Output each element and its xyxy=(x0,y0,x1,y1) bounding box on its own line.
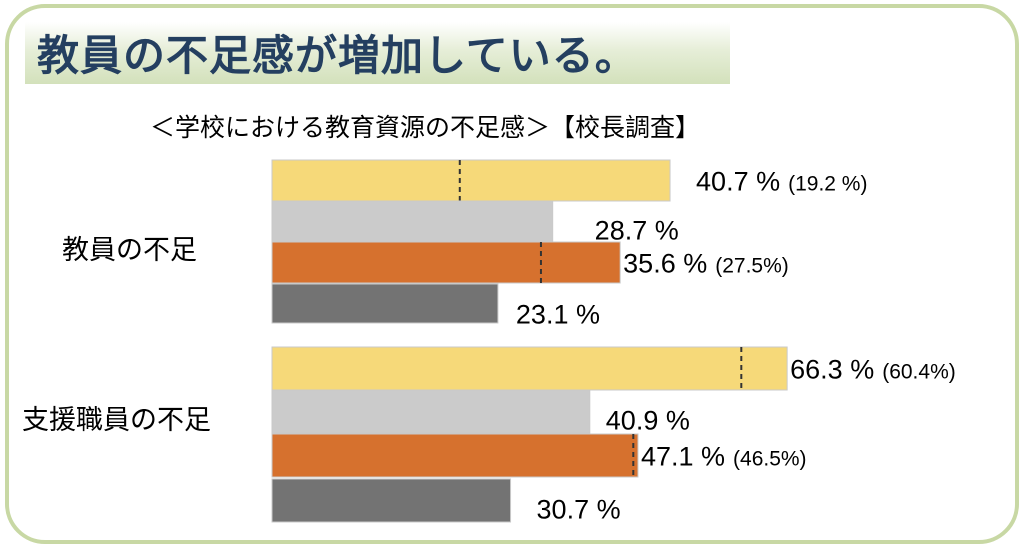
value-label: 40.7 % (19.2 %) xyxy=(696,167,867,197)
title-banner xyxy=(25,22,730,84)
value-label: 23.1 % xyxy=(516,300,600,330)
value-label: 66.3 % (60.4%) xyxy=(790,355,956,385)
value-label: 30.7 % xyxy=(537,495,621,525)
category-label: 支援職員の不足 xyxy=(22,405,211,436)
value-label: 40.9 % xyxy=(606,406,690,436)
bar xyxy=(271,241,621,284)
bar xyxy=(271,346,788,391)
bar xyxy=(271,433,639,478)
bar xyxy=(271,200,554,243)
value-label: 35.6 % (27.5%) xyxy=(623,249,789,279)
category-label: 教員の不足 xyxy=(62,235,197,266)
bar xyxy=(271,478,512,523)
chart-title: ＜学校における教育資源の不足感＞【校長調査】 xyxy=(150,113,701,142)
bar xyxy=(271,389,591,434)
page-title: 教員の不足感が増加している。 xyxy=(37,31,638,80)
bar xyxy=(271,159,671,202)
bar xyxy=(271,283,499,324)
value-label: 28.7 % xyxy=(595,216,679,246)
value-label: 47.1 % (46.5%) xyxy=(641,442,807,472)
frame xyxy=(5,4,1019,544)
